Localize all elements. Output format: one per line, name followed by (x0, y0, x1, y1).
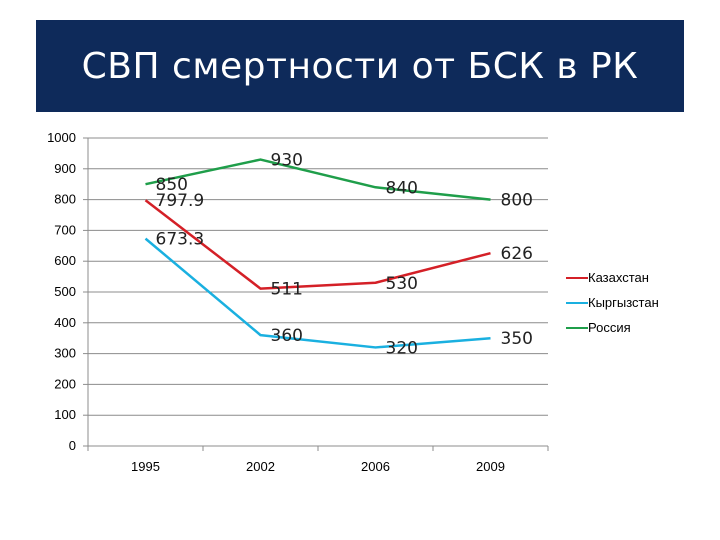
y-tick-label: 0 (69, 438, 76, 453)
series-line-3 (145, 158, 491, 201)
y-tick-label: 800 (54, 192, 76, 207)
y-tick-label: 500 (54, 284, 76, 299)
y-tick-label: 600 (54, 253, 76, 268)
y-tick-label: 100 (54, 407, 76, 422)
data-label: 850 (156, 175, 188, 195)
data-label: 626 (501, 244, 533, 264)
x-tick-label: 2009 (476, 459, 505, 474)
y-tick-label: 1000 (47, 130, 76, 145)
legend-entry: Кыргызстан (588, 295, 659, 310)
legend-entry: Россия (588, 320, 631, 335)
data-label: 673.3 (156, 230, 205, 250)
data-label: 360 (271, 326, 303, 346)
x-tick-label: 2006 (361, 459, 390, 474)
data-label: 930 (271, 151, 303, 171)
legend-entry: Казахстан (588, 270, 649, 285)
series-line-2 (144, 237, 491, 349)
page-title: СВП смертности от БСК в РК (36, 20, 684, 112)
series-line-1 (144, 199, 491, 290)
data-label: 797.9 (156, 191, 205, 211)
y-tick-label: 700 (54, 222, 76, 237)
x-tick-label: 1995 (131, 459, 160, 474)
data-label: 511 (271, 280, 303, 300)
y-tick-label: 900 (54, 161, 76, 176)
y-tick-label: 200 (54, 376, 76, 391)
data-label: 350 (501, 329, 533, 349)
data-label: 840 (386, 178, 418, 198)
data-label: 530 (386, 274, 418, 294)
data-label: 800 (501, 191, 533, 211)
data-label: 320 (386, 338, 418, 358)
y-tick-label: 300 (54, 346, 76, 361)
y-tick-label: 400 (54, 315, 76, 330)
x-tick-label: 2002 (246, 459, 275, 474)
